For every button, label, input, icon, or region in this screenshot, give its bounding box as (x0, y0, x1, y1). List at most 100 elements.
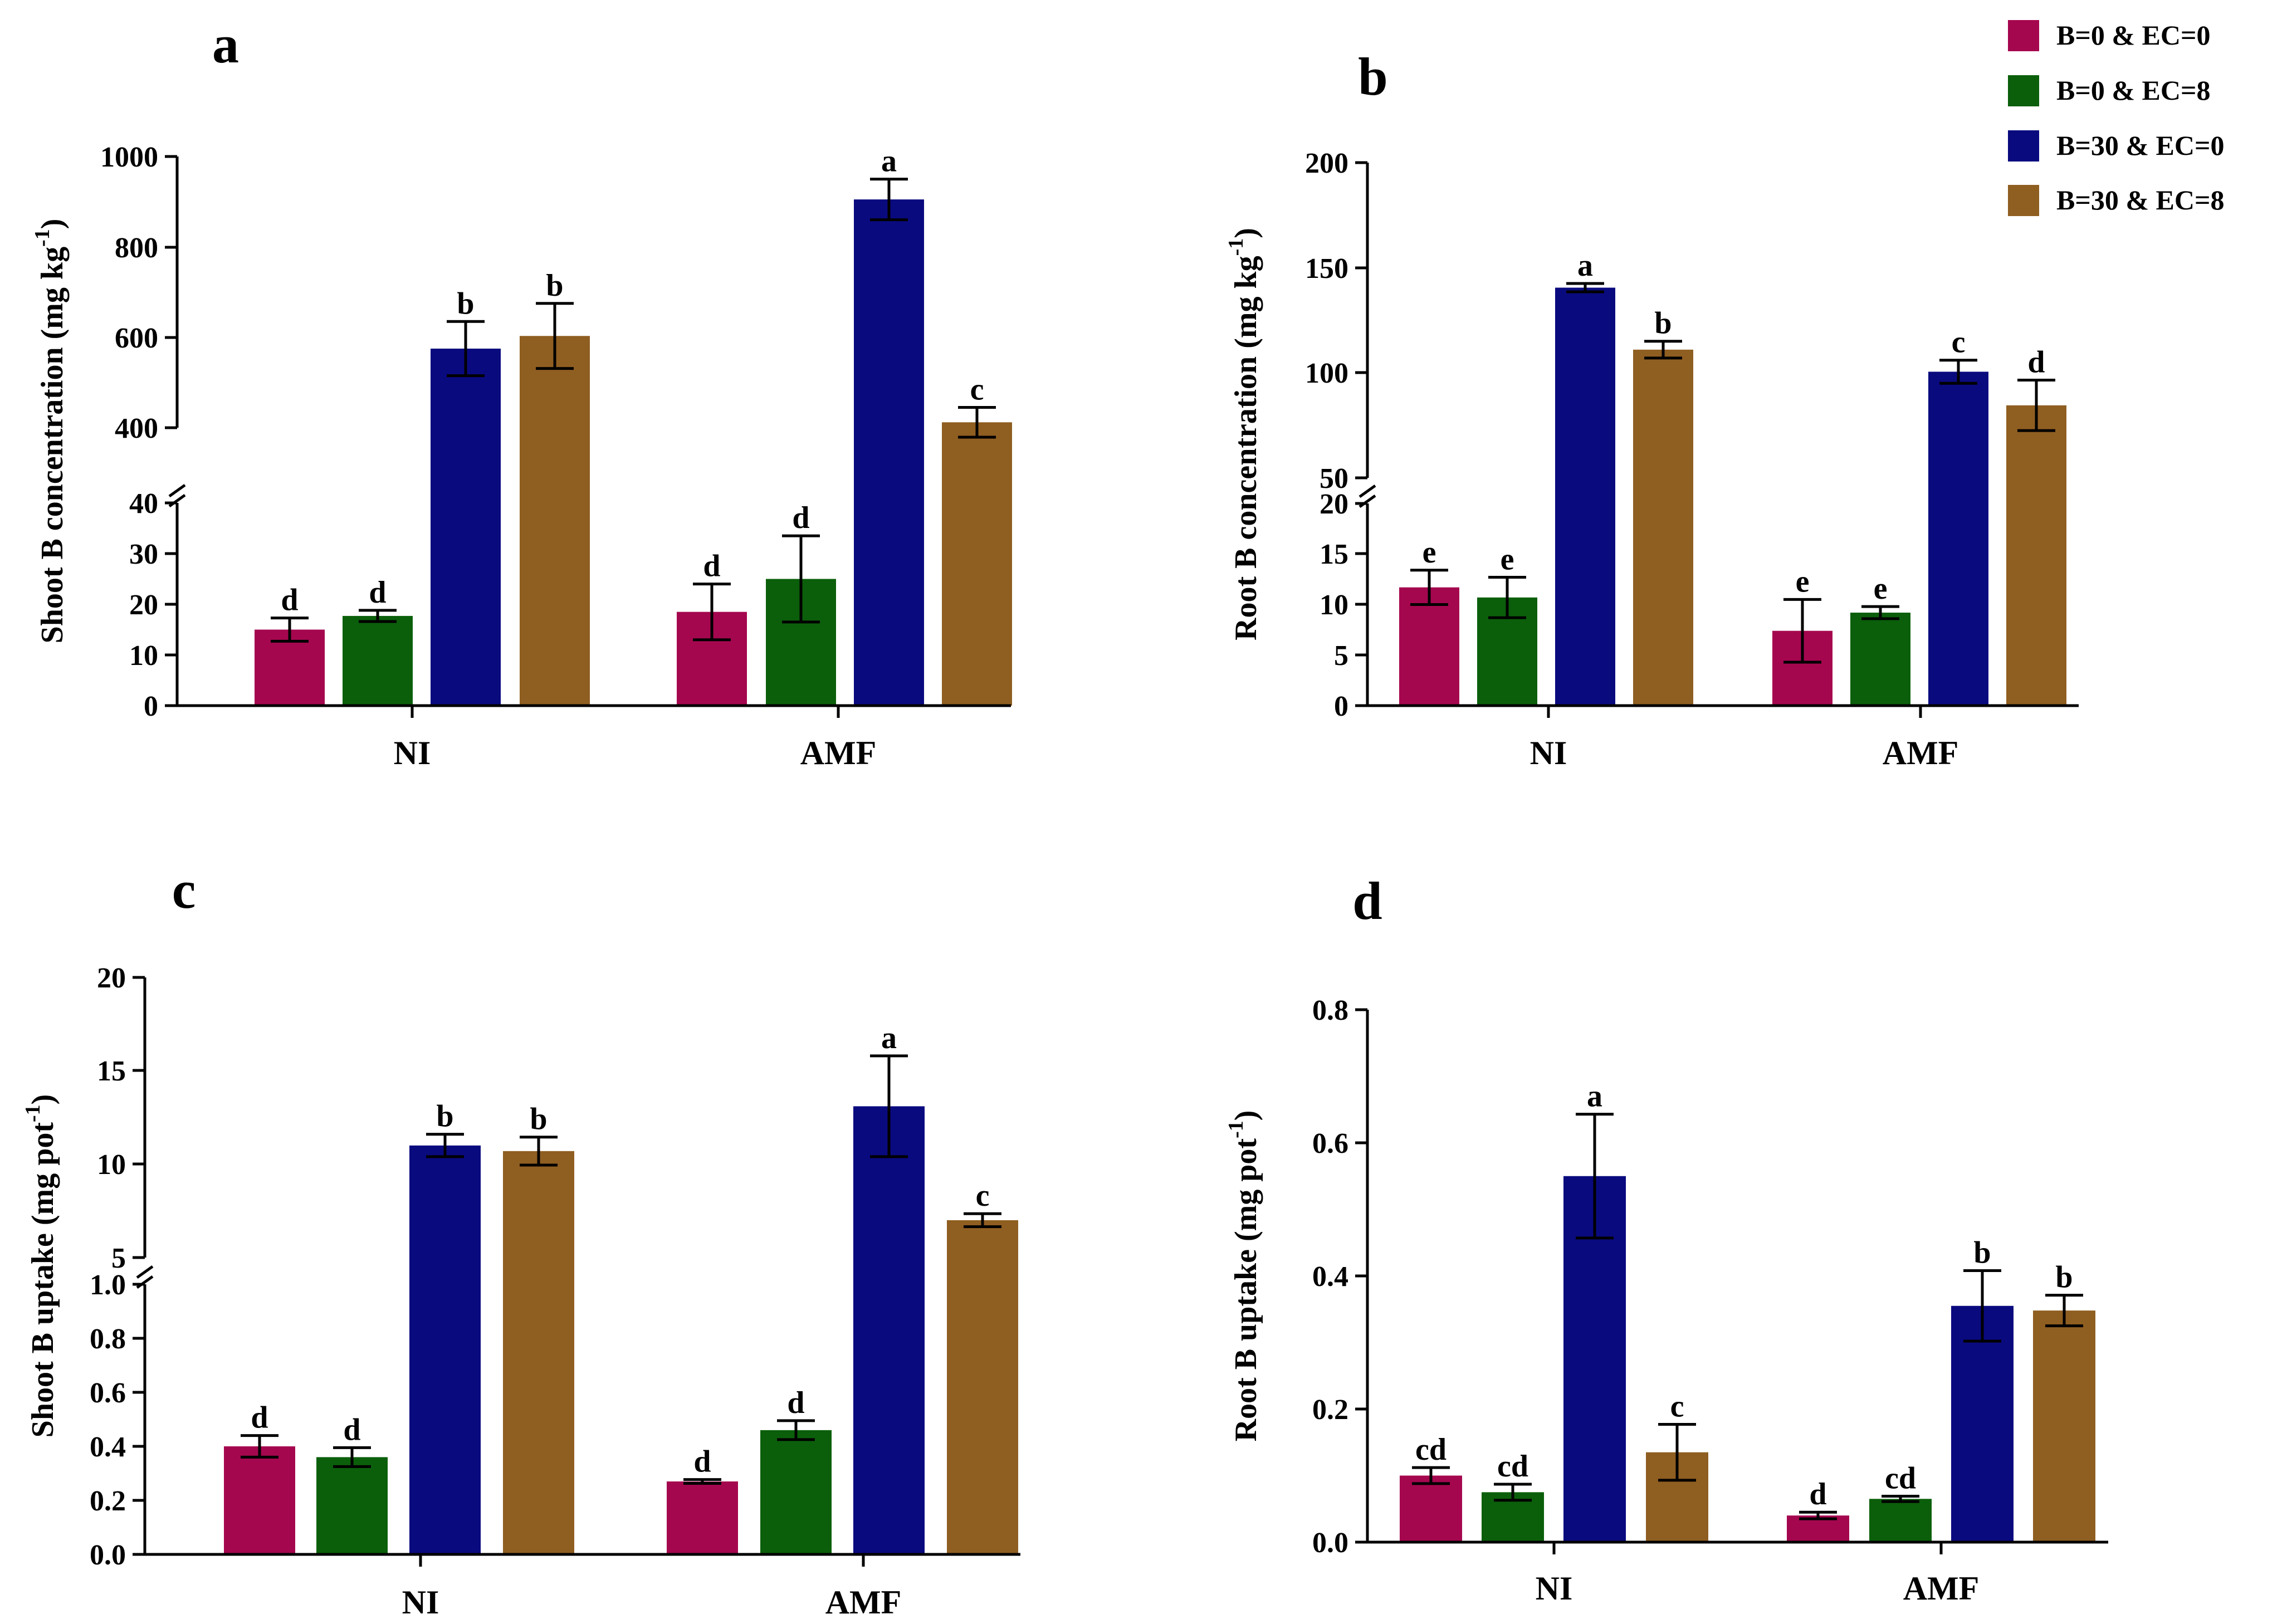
error-bar (1882, 1495, 1919, 1503)
error-bar (1410, 569, 1448, 606)
y-axis-title: Shoot B uptake (mg pot-1) (21, 1094, 60, 1438)
significance-label: d (792, 501, 809, 535)
y-tick-label: 0.8 (90, 1323, 126, 1355)
bar-ni-s3 (1555, 287, 1615, 706)
error-bar (333, 1446, 371, 1468)
bar-ni-s1 (1400, 1475, 1462, 1542)
error-bar (359, 609, 397, 623)
significance-label: e (1501, 542, 1514, 576)
panel-letter: a (212, 14, 239, 74)
bar-ni-s3 (409, 1145, 481, 1554)
bar-amf-s2 (1869, 1499, 1932, 1542)
y-tick-label: 10 (97, 1149, 126, 1181)
bar-ni-s1 (224, 1446, 295, 1554)
y-tick-label: 15 (1320, 539, 1348, 570)
bar-amf-s3 (1951, 1305, 2014, 1542)
significance-label: c (970, 372, 984, 407)
bar-amf-s4 (2033, 1310, 2095, 1542)
y-tick-label: 600 (115, 322, 158, 354)
significance-label: a (1587, 1079, 1602, 1114)
x-category-label: AMF (1883, 735, 1959, 771)
error-bar (536, 302, 574, 370)
significance-label: cd (1885, 1461, 1916, 1496)
bar-amf-s3 (853, 1106, 925, 1554)
significance-label: b (2055, 1260, 2073, 1295)
legend-swatch (2008, 75, 2039, 106)
bar-ni-s4 (520, 336, 590, 706)
legend-swatch (2008, 130, 2039, 162)
error-bar (1783, 598, 1821, 664)
y-tick-label: 40 (129, 488, 158, 520)
error-bar (2045, 1294, 2083, 1328)
significance-label: b (1973, 1235, 1991, 1270)
significance-label: d (343, 1412, 360, 1447)
significance-label: a (881, 144, 897, 179)
bar-amf-s3 (854, 199, 924, 706)
legend-label: B=0 & EC=0 (2056, 19, 2210, 51)
y-tick-label: 0.2 (1312, 1394, 1348, 1426)
panel-a-chart: a d d d d b a b c 0 10 20 30 40 400 600 800 1000 NI AMF Shoo… (31, 14, 1012, 771)
y-tick-label: 0.0 (90, 1539, 126, 1571)
axes: 0 10 20 30 40 400 600 800 1000 NI AMF (100, 141, 1011, 771)
significance-label: d (281, 583, 298, 618)
significance-label: c (1952, 325, 1966, 360)
panel-c-chart: c d d d d b a b c 0.0 0.2 0.4 0.6 0.8 1.05 10 15 20 NI AMF S… (21, 860, 1020, 1621)
significance-label: d (703, 549, 720, 584)
error-bar (870, 1054, 908, 1158)
bar-amf-s3 (1928, 371, 1988, 706)
significance-label: d (1809, 1477, 1826, 1512)
significance-label: e (1796, 564, 1810, 599)
bar-ni-s2 (316, 1457, 388, 1554)
x-category-label: NI (402, 1584, 439, 1621)
error-bar (1658, 1422, 1696, 1482)
y-tick-label: 0.4 (90, 1431, 126, 1463)
error-bar (1494, 1483, 1532, 1502)
x-category-label: NI (394, 735, 431, 771)
y-tick-label: 400 (115, 413, 158, 444)
bar-ni-s1 (1399, 587, 1459, 706)
y-tick-label: 20 (97, 962, 126, 994)
significance-label: b (546, 268, 563, 303)
y-tick-label: 800 (115, 232, 158, 264)
bar-amf-s1 (667, 1481, 738, 1554)
significance-label: a (1577, 248, 1593, 283)
bar-amf-s4 (2006, 405, 2066, 706)
bar-ni-s2 (343, 615, 413, 706)
significance-label: a (881, 1021, 897, 1055)
error-bar (683, 1478, 721, 1485)
panel-letter: c (172, 860, 196, 919)
axes: 0.0 0.2 0.4 0.6 0.8 NI AMF (1312, 995, 2108, 1607)
y-tick-label: 0.6 (1312, 1128, 1348, 1160)
bar-amf-s2 (1850, 613, 1910, 706)
significance-label: cd (1497, 1449, 1528, 1484)
significance-label: d (693, 1445, 711, 1479)
significance-label: c (976, 1178, 990, 1213)
y-tick-label: 5 (111, 1243, 126, 1274)
y-tick-label: 0 (144, 691, 158, 722)
error-bar (1412, 1466, 1450, 1485)
significance-label: c (1670, 1389, 1684, 1424)
y-tick-label: 0.2 (90, 1485, 126, 1517)
bar-ni-s3 (431, 348, 501, 706)
error-bar (693, 583, 731, 642)
significance-label: b (457, 286, 474, 321)
legend: B=0 & EC=0 B=0 & EC=8 B=30 & EC=0 B=30 & EC… (2008, 19, 2224, 216)
x-category-label: AMF (1903, 1570, 1980, 1607)
y-tick-label: 150 (1305, 253, 1348, 285)
error-bar (870, 178, 908, 222)
bar-amf-s4 (942, 422, 1012, 706)
significance-label: d (787, 1386, 804, 1420)
y-tick-label: 20 (1320, 488, 1348, 520)
error-bar (1939, 359, 1977, 385)
x-category-label: AMF (800, 735, 877, 771)
significance-label: d (369, 575, 386, 610)
y-tick-label: 0 (1334, 691, 1348, 722)
significance-label: b (1654, 306, 1672, 341)
error-bar (782, 534, 820, 624)
axes: 0.0 0.2 0.4 0.6 0.8 1.05 10 15 20 NI AMF (90, 962, 1020, 1621)
error-bar (1576, 1113, 1614, 1240)
error-bar (777, 1419, 815, 1441)
